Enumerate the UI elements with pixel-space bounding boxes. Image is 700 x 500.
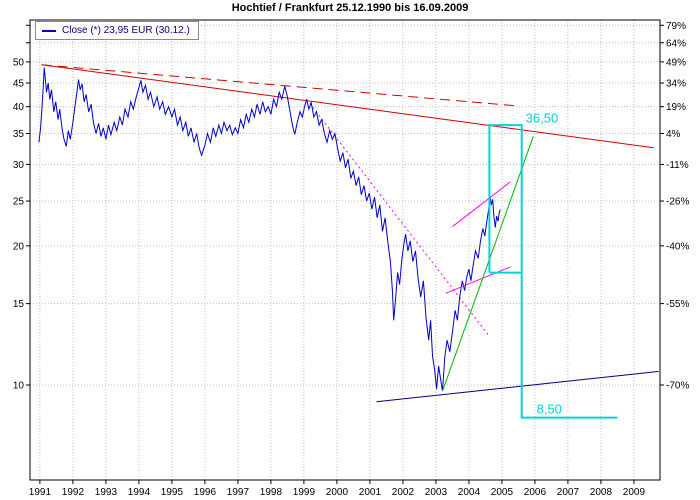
x-axis-label: 2007 (557, 487, 580, 498)
x-axis-label: 1998 (260, 487, 283, 498)
y-axis-label-left: 35 (13, 129, 25, 140)
y-axis-label-left: 40 (13, 102, 25, 113)
x-axis-label: 1995 (161, 487, 184, 498)
chart-border (29, 19, 661, 481)
price-target-label[interactable]: 8,50 (537, 401, 562, 416)
x-axis-label: 1994 (128, 487, 151, 498)
legend-label: Close (*) 23,95 EUR (30.12.) (62, 25, 190, 36)
y-axis-label-left: 10 (13, 380, 25, 391)
target-box-cyan[interactable] (488, 124, 618, 419)
x-axis-label: 2001 (359, 487, 382, 498)
x-axis-label: 2004 (458, 487, 481, 498)
x-axis-label: 2000 (326, 487, 349, 498)
y-axis-label-right: -40% (666, 241, 689, 252)
y-axis-label-right: -55% (666, 299, 689, 310)
plot-area[interactable] (30, 20, 660, 480)
y-axis-label-right: -26% (666, 197, 689, 208)
y-axis-label-left: 20 (13, 241, 25, 252)
x-axis-label: 2002 (392, 487, 415, 498)
x-axis-label: 2008 (590, 487, 613, 498)
price-target-label[interactable]: 36,50 (526, 110, 559, 125)
channel-lower-magenta[interactable] (445, 266, 511, 294)
x-axis-label: 1993 (95, 487, 118, 498)
x-axis-label: 1991 (29, 487, 52, 498)
channel-upper-magenta[interactable] (452, 181, 511, 228)
legend-box[interactable]: Close (*) 23,95 EUR (30.12.) (35, 21, 199, 40)
resistance-line-red-solid[interactable] (41, 64, 654, 149)
y-axis-label-right: -11% (666, 160, 689, 171)
y-axis-label-right: 19% (666, 102, 686, 113)
y-axis-label-left: 25 (13, 197, 25, 208)
y-axis-label-right: 79% (666, 21, 686, 32)
y-axis-label-left: 45 (13, 79, 25, 90)
y-axis-label-right: 49% (666, 57, 686, 68)
x-axis-label: 2009 (623, 487, 646, 498)
y-axis-label-left: 30 (13, 160, 25, 171)
y-axis-label-left: 15 (13, 299, 25, 310)
x-axis-label: 2005 (491, 487, 514, 498)
close-line-swatch-icon (42, 29, 56, 32)
y-axis-label-right: -70% (666, 380, 689, 391)
x-axis-label: 2003 (425, 487, 448, 498)
support-line-navy[interactable] (376, 370, 659, 403)
x-axis-label: 1992 (62, 487, 85, 498)
x-axis-label: 1997 (227, 487, 250, 498)
y-axis-label-left: 50 (13, 57, 25, 68)
x-axis-label: 1996 (194, 487, 217, 498)
price-line[interactable] (38, 67, 501, 392)
y-axis-label-right: 34% (666, 79, 686, 90)
y-axis-label-right: 64% (666, 38, 686, 49)
x-axis-label: 2006 (524, 487, 547, 498)
x-axis-label: 1999 (293, 487, 316, 498)
uptrend-line-green[interactable] (442, 136, 534, 392)
y-axis-label-right: 4% (666, 129, 681, 140)
